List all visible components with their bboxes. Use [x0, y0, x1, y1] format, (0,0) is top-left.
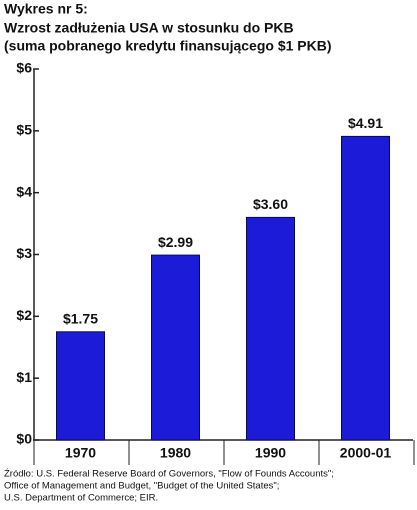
- value-label: $3.60: [253, 196, 288, 212]
- y-tick-label: $6: [16, 60, 32, 76]
- value-label: $2.99: [158, 234, 193, 250]
- y-tick-label: $1: [16, 369, 32, 385]
- y-tick-label: $0: [16, 431, 32, 447]
- source-note: Office of Management and Budget, "Budget…: [4, 481, 279, 492]
- bar: [246, 216, 295, 441]
- x-tick-label: 1980: [160, 445, 191, 461]
- chart-subtitle: (suma pobranego kredytu finansującego $1…: [4, 38, 332, 54]
- x-tick-label: 2000-01: [340, 445, 392, 461]
- source-note: U.S. Department of Commerce; EIR.: [4, 493, 158, 504]
- y-tick-label: $3: [16, 245, 32, 261]
- x-tick-label: 1990: [255, 445, 286, 461]
- x-tick-label: 1970: [65, 445, 96, 461]
- y-tick-label: $2: [16, 307, 32, 323]
- bar: [151, 254, 200, 441]
- value-label: $4.91: [348, 115, 383, 131]
- y-tick-label: $5: [16, 122, 32, 138]
- chart-title: Wykres nr 5:: [4, 1, 88, 17]
- y-tick-label: $4: [16, 183, 32, 199]
- bar: [56, 331, 105, 441]
- chart-subtitle: Wzrost zadłużenia USA w stosunku do PKB: [4, 20, 294, 36]
- bar: [341, 135, 390, 441]
- value-label: $1.75: [63, 310, 98, 326]
- source-note: Źródło: U.S. Federal Reserve Board of Go…: [4, 469, 334, 480]
